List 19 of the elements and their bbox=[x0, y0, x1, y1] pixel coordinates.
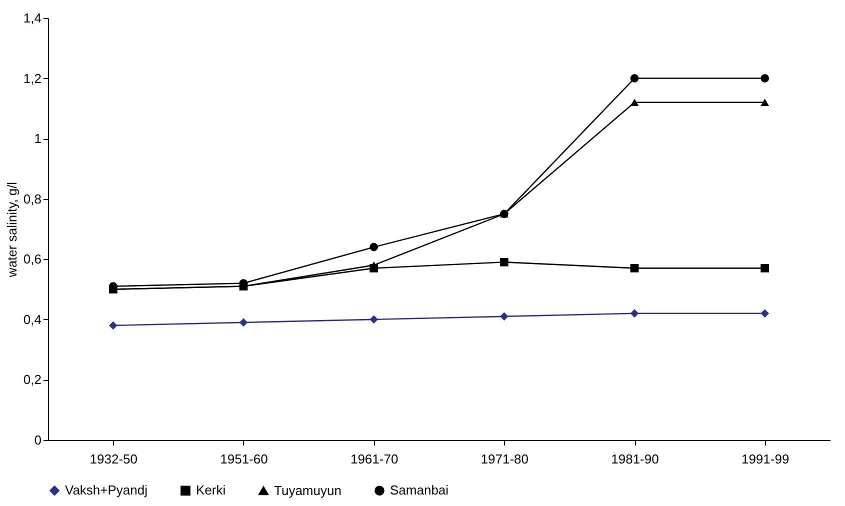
y-tick-label: 1,4 bbox=[23, 10, 42, 26]
y-tick-label: 0,2 bbox=[23, 372, 42, 388]
y-tick-label: 1 bbox=[34, 131, 42, 146]
x-tick-label: 1971-80 bbox=[480, 452, 529, 466]
y-tick-label: 0 bbox=[34, 432, 42, 448]
y-axis-title: water salinity, g/l bbox=[4, 182, 20, 278]
x-tick-label: 1932-50 bbox=[90, 452, 138, 466]
y-tick-label: 0,4 bbox=[23, 312, 42, 327]
x-tick-label: 1991-99 bbox=[741, 452, 790, 466]
y-tick-label: 1,2 bbox=[23, 70, 42, 86]
legend-label: Samanbai bbox=[390, 482, 449, 498]
y-tick-label: 0,8 bbox=[23, 191, 42, 206]
legend-label: Vaksh+Pyandj bbox=[65, 482, 148, 498]
x-tick-label: 1981-90 bbox=[611, 452, 659, 466]
x-tick-label: 1951-60 bbox=[220, 452, 268, 466]
y-tick-label: 0,6 bbox=[23, 252, 42, 267]
legend-label: Tuyamuyun bbox=[274, 482, 342, 498]
x-tick-label: 1961-70 bbox=[350, 452, 398, 466]
legend-label: Kerki bbox=[196, 482, 226, 498]
